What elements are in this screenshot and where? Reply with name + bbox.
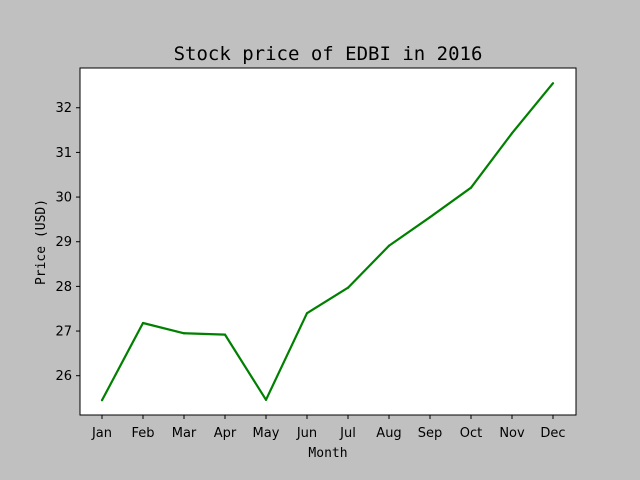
data-point bbox=[346, 286, 350, 289]
y-tick-label: 27 bbox=[55, 325, 72, 340]
x-tick-label: Feb bbox=[131, 426, 154, 441]
data-point bbox=[223, 333, 227, 336]
data-point bbox=[182, 332, 186, 335]
x-tick-label: Aug bbox=[376, 426, 401, 441]
data-point bbox=[428, 216, 432, 219]
x-tick-label: May bbox=[253, 426, 280, 441]
data-point bbox=[264, 398, 268, 401]
x-tick-label: Jan bbox=[91, 426, 112, 441]
x-axis-label: Month bbox=[308, 446, 347, 461]
y-tick-label: 29 bbox=[55, 235, 72, 250]
x-tick-label: Oct bbox=[460, 426, 482, 441]
data-point bbox=[510, 132, 514, 135]
y-tick-label: 26 bbox=[55, 369, 72, 384]
y-tick-label: 28 bbox=[55, 280, 72, 295]
plot-area bbox=[79, 67, 577, 416]
x-tick-label: Sep bbox=[418, 426, 443, 441]
y-axis-ticks: 26 27 28 29 30 31 32 bbox=[55, 101, 80, 384]
x-tick-label: Mar bbox=[172, 426, 197, 441]
x-tick-label: Nov bbox=[499, 426, 525, 441]
x-axis-ticks: Jan Feb Mar Apr May Jun Jul Aug Sep Oct Nov Dec bbox=[91, 415, 566, 441]
data-point bbox=[551, 82, 555, 85]
y-axis-label: Price (USD) bbox=[34, 199, 49, 285]
y-tick-label: 30 bbox=[55, 191, 72, 206]
chart-title: Stock price of EDBI in 2016 bbox=[174, 43, 483, 65]
series-line bbox=[101, 82, 554, 401]
data-point bbox=[100, 399, 104, 402]
data-point bbox=[141, 321, 145, 325]
y-tick-label: 31 bbox=[55, 146, 72, 161]
y-tick-label: 32 bbox=[55, 101, 72, 116]
x-tick-label: Apr bbox=[214, 426, 237, 441]
data-point bbox=[469, 186, 473, 189]
data-point bbox=[387, 244, 391, 247]
series-layer bbox=[100, 82, 555, 402]
x-tick-label: Jul bbox=[339, 426, 356, 441]
data-point bbox=[305, 312, 309, 315]
x-tick-label: Dec bbox=[540, 426, 565, 441]
x-tick-label: Jun bbox=[296, 426, 317, 441]
